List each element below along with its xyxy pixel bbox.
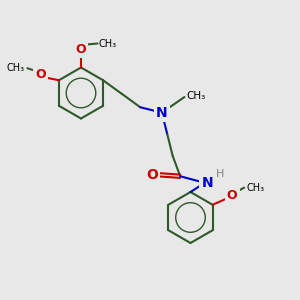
Text: H: H <box>216 169 225 179</box>
Text: CH₃: CH₃ <box>7 63 25 73</box>
Text: O: O <box>76 43 86 56</box>
Text: N: N <box>201 176 213 190</box>
Text: O: O <box>146 168 158 182</box>
Text: CH₃: CH₃ <box>186 91 206 100</box>
Text: N: N <box>156 106 168 120</box>
Text: O: O <box>35 68 46 81</box>
Text: O: O <box>227 189 237 202</box>
Text: CH₃: CH₃ <box>246 183 265 193</box>
Text: CH₃: CH₃ <box>99 38 117 49</box>
